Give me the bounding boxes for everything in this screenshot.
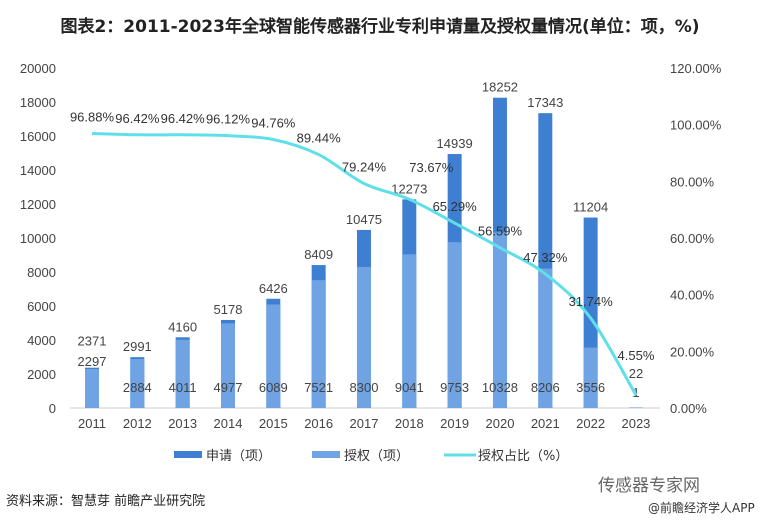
right-tick-label: 0.00%: [670, 401, 707, 416]
ratio-data-label: 79.24%: [342, 159, 387, 174]
x-tick-label: 2017: [350, 416, 379, 431]
application-data-label: 8409: [304, 247, 333, 262]
legend-swatch: [174, 451, 202, 458]
x-tick-label: 2022: [576, 416, 605, 431]
x-tick-label: 2014: [214, 416, 243, 431]
application-data-label: 22: [629, 366, 643, 381]
grant-data-label: 8300: [350, 380, 379, 395]
grant-bar: [311, 280, 326, 408]
application-data-label: 11204: [573, 200, 608, 215]
grant-bar: [266, 304, 281, 408]
left-tick-label: 14000: [20, 163, 56, 178]
ratio-data-label: 31.74%: [569, 294, 614, 309]
grant-data-label: 4977: [214, 380, 243, 395]
ratio-data-label: 96.88%: [70, 110, 115, 125]
grant-data-label: 10328: [482, 380, 518, 395]
ratio-data-label: 96.42%: [115, 111, 160, 126]
right-tick-label: 20.00%: [670, 344, 715, 359]
grant-data-label: 4011: [169, 380, 197, 395]
x-tick-label: 2020: [486, 416, 515, 431]
grant-bar: [492, 232, 507, 408]
watermark: 传感器专家网: [598, 476, 700, 496]
ratio-data-label: 65.29%: [433, 199, 478, 214]
application-data-label: 12273: [391, 181, 427, 196]
application-data-label: 6426: [259, 281, 288, 296]
application-data-label: 2991: [123, 339, 152, 354]
grant-bar: [220, 323, 235, 408]
grant-data-label: 8206: [531, 380, 560, 395]
source-note: 资料来源：智慧芽 前瞻产业研究院: [6, 494, 206, 509]
grant-data-label: 2297: [78, 354, 107, 369]
application-data-label: 14939: [437, 136, 473, 151]
application-data-label: 17343: [527, 95, 563, 110]
grant-data-label: 7521: [304, 380, 333, 395]
application-data-label: 5178: [214, 302, 243, 317]
ratio-data-label: 89.44%: [297, 131, 342, 146]
ratio-line: [91, 132, 638, 396]
ratio-data-label: 96.42%: [161, 111, 206, 126]
grant-bar: [175, 339, 190, 408]
application-data-label: 2371: [78, 334, 107, 349]
legend-label: 申请（项）: [206, 449, 271, 464]
right-tick-label: 80.00%: [670, 174, 715, 189]
x-tick-label: 2012: [123, 416, 152, 431]
application-data-label: 10475: [346, 212, 382, 227]
x-tick-label: 2018: [395, 416, 424, 431]
grant-data-label: 9041: [395, 380, 424, 395]
x-tick-label: 2016: [304, 416, 333, 431]
left-tick-label: 0: [49, 401, 56, 416]
ratio-data-label: 73.67%: [409, 160, 454, 175]
left-tick-label: 12000: [20, 197, 56, 212]
right-tick-label: 100.00%: [670, 118, 722, 133]
right-tick-label: 40.00%: [670, 288, 715, 303]
legend-label: 授权占比（%）: [478, 448, 568, 464]
watermark-sub: @前瞻经济学人APP: [648, 501, 755, 515]
left-tick-label: 4000: [27, 333, 56, 348]
left-tick-label: 18000: [20, 95, 56, 110]
left-tick-label: 8000: [27, 265, 56, 280]
grant-bar: [583, 347, 598, 408]
x-tick-label: 2021: [531, 416, 560, 431]
x-tick-label: 2019: [440, 416, 469, 431]
grant-bar: [130, 358, 145, 408]
legend-swatch: [312, 451, 340, 458]
grant-bar: [356, 266, 371, 408]
ratio-data-label: 47.32%: [523, 250, 568, 265]
grant-bar: [402, 254, 417, 408]
ratio-data-label: 94.76%: [251, 116, 296, 131]
x-tick-label: 2023: [621, 416, 650, 431]
grant-data-label: 9753: [440, 380, 469, 395]
left-tick-label: 20000: [20, 61, 56, 76]
ratio-data-label: 4.55%: [618, 348, 655, 363]
left-tick-label: 2000: [27, 367, 56, 382]
application-data-label: 18252: [482, 80, 518, 95]
chart-title: 图表2：2011-2023年全球智能传感器行业专利申请量及授权量情况(单位：项，…: [60, 17, 700, 37]
left-tick-label: 16000: [20, 129, 56, 144]
x-tick-label: 2015: [259, 416, 288, 431]
x-tick-label: 2011: [78, 416, 106, 431]
left-tick-label: 6000: [27, 299, 56, 314]
right-tick-label: 120.00%: [670, 61, 722, 76]
grant-bar: [447, 242, 462, 408]
grant-data-label: 2884: [123, 380, 152, 395]
application-data-label: 4160: [168, 319, 197, 334]
grant-data-label: 6089: [259, 380, 288, 395]
left-tick-label: 10000: [20, 231, 56, 246]
x-tick-label: 2013: [168, 416, 197, 431]
grant-bar: [538, 268, 553, 408]
grant-data-label: 3556: [576, 380, 605, 395]
legend-label: 授权（项）: [344, 448, 409, 464]
right-tick-label: 60.00%: [670, 231, 715, 246]
ratio-data-label: 96.12%: [206, 112, 251, 127]
ratio-data-label: 56.59%: [478, 224, 523, 239]
grant-bar: [85, 368, 99, 408]
